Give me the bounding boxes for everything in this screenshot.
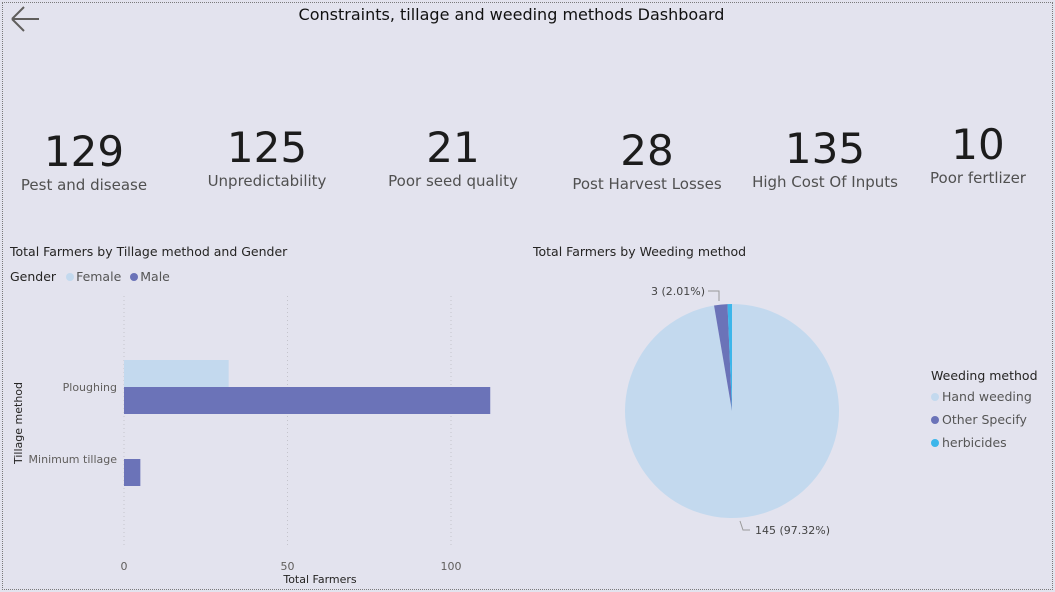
y-axis-title: Tillage method	[12, 382, 25, 465]
pie-chart[interactable]: 3 (2.01%) 145 (97.32%)	[600, 280, 900, 550]
kpi-label: Pest and disease	[20, 176, 148, 194]
bar-chart[interactable]: 0 50 100 Ploughing Minimum tillage Total Farm…	[0, 290, 520, 590]
kpi-poor-fertilizer: 10 Poor fertlizer	[922, 120, 1034, 188]
legend-item-male[interactable]: Male	[140, 269, 170, 284]
pie-data-label: 3 (2.01%)	[651, 285, 705, 298]
kpi-label: Poor seed quality	[388, 172, 518, 190]
x-tick-label: 50	[281, 560, 295, 573]
pie-data-label: 145 (97.32%)	[755, 524, 830, 537]
kpi-label: Unpredictability	[207, 172, 327, 190]
kpi-value: 10	[951, 120, 1005, 169]
kpi-label: Poor fertlizer	[930, 169, 1026, 187]
legend-title: Weeding method	[931, 368, 1038, 383]
legend-item-female[interactable]: Female	[76, 269, 122, 284]
kpi-label: High Cost Of Inputs	[752, 173, 898, 191]
x-tick-label: 100	[441, 560, 462, 573]
bar-chart-legend: Gender Female Male	[10, 269, 170, 284]
legend-title: Gender	[10, 269, 57, 284]
y-category-label: Minimum tillage	[29, 453, 118, 466]
legend-label: Hand weeding	[942, 389, 1032, 404]
kpi-post-harvest-losses: 28 Post Harvest Losses	[570, 126, 724, 194]
bar-female-0[interactable]	[124, 360, 229, 387]
pie-chart-legend: Weeding method Hand weeding Other Specif…	[931, 368, 1038, 458]
kpi-pest-and-disease: 129 Pest and disease	[15, 127, 153, 195]
herbicides-dot-icon	[931, 439, 939, 447]
kpi-high-cost-of-inputs: 135 High Cost Of Inputs	[748, 124, 902, 192]
kpi-poor-seed-quality: 21 Poor seed quality	[383, 123, 523, 191]
bar-male-1[interactable]	[124, 459, 141, 486]
label-leader-line	[739, 520, 750, 531]
y-category-label: Ploughing	[63, 381, 117, 394]
legend-item-herbicides[interactable]: herbicides	[931, 435, 1038, 458]
bar-chart-title: Total Farmers by Tillage method and Gend…	[10, 244, 288, 259]
kpi-unpredictability: 125 Unpredictability	[198, 123, 336, 191]
back-arrow-icon[interactable]	[8, 4, 42, 34]
kpi-value: 28	[620, 126, 674, 175]
page-title: Constraints, tillage and weeding methods…	[298, 5, 725, 24]
bar-male-0[interactable]	[124, 387, 491, 414]
hand-weeding-dot-icon	[931, 393, 939, 401]
x-tick-label: 0	[121, 560, 128, 573]
legend-item-other-specify[interactable]: Other Specify	[931, 412, 1038, 435]
kpi-value: 21	[426, 123, 480, 172]
legend-label: herbicides	[942, 435, 1007, 450]
kpi-value: 135	[784, 124, 866, 173]
legend-item-hand-weeding[interactable]: Hand weeding	[931, 389, 1038, 412]
kpi-value: 125	[226, 123, 308, 172]
male-legend-dot-icon	[130, 273, 139, 281]
kpi-label: Post Harvest Losses	[572, 175, 722, 193]
pie-chart-title: Total Farmers by Weeding method	[533, 244, 747, 259]
x-axis-title: Total Farmers	[282, 573, 357, 586]
label-leader-line	[708, 290, 720, 301]
pie-slice-2[interactable]	[727, 304, 732, 411]
pie-slice-1[interactable]	[714, 304, 732, 411]
female-legend-dot-icon	[66, 273, 75, 281]
legend-label: Other Specify	[942, 412, 1027, 427]
kpi-value: 129	[43, 127, 125, 176]
other-specify-dot-icon	[931, 416, 939, 424]
